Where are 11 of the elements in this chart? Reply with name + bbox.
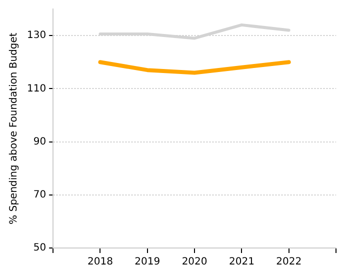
- y-axis-title: % Spending above Foundation Budget: [8, 32, 20, 224]
- x-tick-label: 2019: [134, 256, 160, 268]
- y-tick-label: 50: [33, 242, 46, 254]
- y-tick-label: 90: [33, 136, 46, 148]
- x-tick-label: 2018: [88, 256, 113, 268]
- y-tick-label: 70: [33, 189, 46, 200]
- y-tick-label: 110: [26, 83, 46, 94]
- x-tick-label: 2021: [228, 256, 254, 268]
- x-tick-label: 2022: [276, 256, 302, 268]
- y-tick-label: 130: [26, 30, 46, 42]
- x-tick-label: 2020: [182, 256, 208, 268]
